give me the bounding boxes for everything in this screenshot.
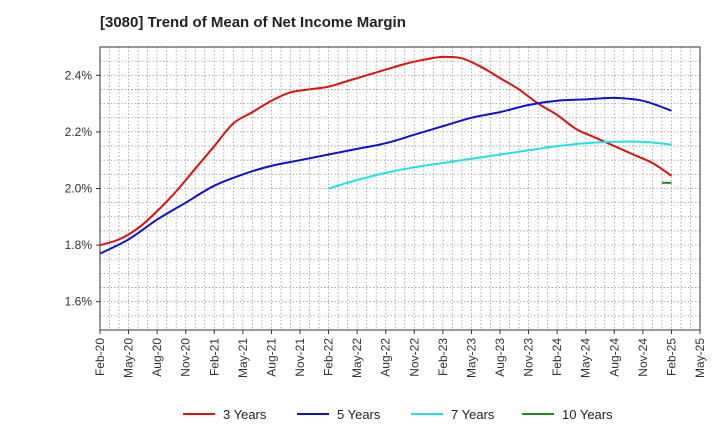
series-line-3-years — [99, 55, 672, 247]
legend-label-10-years: 10 Years — [562, 407, 613, 422]
legend-label-7-years: 7 Years — [451, 407, 495, 422]
y-tick-label: 1.8% — [65, 238, 93, 252]
plot-frame — [99, 46, 701, 331]
x-tick-label: Feb-20 — [93, 338, 107, 376]
x-tick-label: May-23 — [464, 338, 478, 378]
x-tick-label: May-24 — [579, 338, 593, 378]
y-tick-label: 2.0% — [65, 182, 93, 196]
x-tick-label: May-22 — [350, 338, 364, 378]
legend-label-5-years: 5 Years — [337, 407, 381, 422]
x-tick-label: Feb-23 — [436, 338, 450, 376]
y-tick-label: 1.6% — [65, 295, 93, 309]
tick-labels: 1.6% 1.8% 2.0% 2.2% 2.4% Feb-20 May-20 Aug-20 No… — [65, 68, 707, 378]
x-tick-label: Feb-24 — [550, 338, 564, 376]
x-tick-label: Feb-25 — [664, 338, 678, 376]
series-lines — [99, 55, 672, 255]
x-tick-label: Nov-23 — [522, 338, 536, 377]
x-tick-label: Nov-22 — [407, 338, 421, 377]
chart-title: [3080] Trend of Mean of Net Income Margi… — [100, 14, 406, 31]
x-tick-label: Feb-22 — [322, 338, 336, 376]
x-tick-label: Feb-21 — [207, 338, 221, 376]
x-tick-label: Aug-24 — [607, 338, 621, 377]
x-tick-label: Nov-21 — [293, 338, 307, 377]
grid-lines — [99, 46, 701, 331]
y-tick-label: 2.2% — [65, 125, 93, 139]
x-tick-label: May-25 — [693, 338, 707, 378]
legend: 3 Years 5 Years 7 Years 10 Years — [183, 407, 613, 422]
x-tick-label: Aug-23 — [493, 338, 507, 377]
x-tick-label: Aug-20 — [150, 338, 164, 377]
x-tick-label: May-21 — [236, 338, 250, 378]
legend-label-3-years: 3 Years — [223, 407, 267, 422]
axes — [96, 46, 701, 334]
x-tick-label: Aug-21 — [264, 338, 278, 377]
series-line-7-years — [328, 140, 672, 190]
x-tick-label: Aug-22 — [379, 338, 393, 377]
y-tick-label: 2.4% — [65, 68, 93, 82]
x-tick-label: Nov-24 — [636, 338, 650, 377]
x-tick-label: Nov-20 — [179, 338, 193, 377]
series-line-5-years — [99, 96, 672, 255]
x-tick-label: May-20 — [122, 338, 136, 378]
